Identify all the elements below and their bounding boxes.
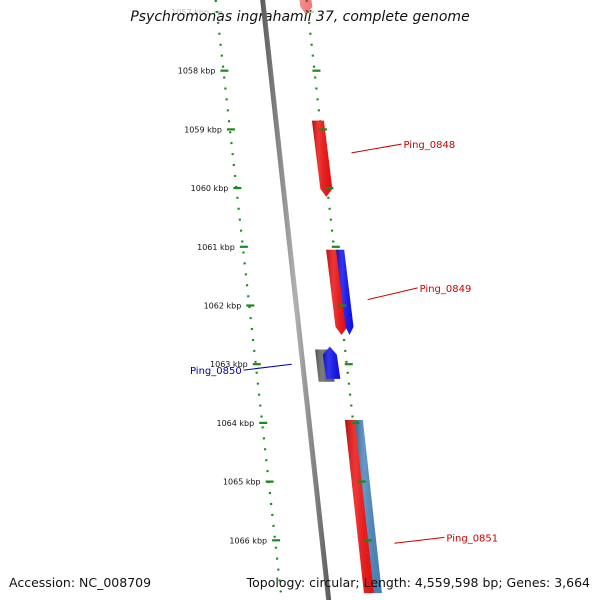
gene-label-ping0851[interactable]: Ping_0851	[394, 533, 498, 544]
gene-label-group: Ping_0848 Ping_0849 Ping_0850 Ping_0851	[190, 140, 498, 544]
ruler-tick-label: 1060 kbp	[191, 184, 229, 193]
gene-shading	[336, 249, 354, 335]
label-text: Ping_0851	[446, 533, 498, 544]
ruler-tick-label: 1057 kbp	[171, 8, 209, 17]
label-leader-line	[243, 363, 292, 371]
gene-shading	[344, 419, 376, 594]
gene-shading	[322, 346, 341, 379]
genome-title: Psychromonas ingrahamii 37, complete gen…	[130, 9, 470, 25]
gene-top-red[interactable]	[295, 0, 313, 15]
ruler-line-right	[305, 0, 374, 600]
label-text: Ping_0848	[403, 140, 455, 151]
ruler-tick-label: 1062 kbp	[204, 302, 242, 311]
gene-shading	[299, 0, 313, 15]
gene-steel-1064[interactable]	[354, 419, 382, 594]
ruler-tick-label: 1063 kbp	[210, 360, 248, 369]
ruler-tick-label: 1066 kbp	[229, 536, 267, 545]
label-text: Ping_0849	[420, 284, 472, 295]
ruler-tick-label: 1061 kbp	[197, 243, 235, 252]
gene-blue-1061[interactable]	[336, 249, 354, 335]
gene-shading	[311, 120, 333, 197]
genome-backbone	[260, 0, 332, 600]
gene-label-ping0850[interactable]: Ping_0850	[190, 363, 292, 377]
gene-ping0850[interactable]	[322, 346, 341, 379]
ruler-tick-label: 1058 kbp	[178, 67, 216, 76]
gene-red-1061[interactable]	[326, 249, 348, 335]
label-leader-line	[351, 143, 402, 154]
gene-label-ping0848[interactable]: Ping_0848	[351, 140, 455, 154]
topology-text: Topology: circular; Length: 4,559,598 bp…	[246, 575, 590, 590]
ruler-tick-label: 1064 kbp	[216, 419, 254, 428]
label-leader-line	[367, 287, 418, 301]
label-text: Ping_0850	[190, 366, 242, 377]
ruler-tick-labels: 1057 kbp 1058 kbp 1059 kbp 1060 kbp 1061 kbp…	[171, 8, 373, 545]
gene-shading	[326, 249, 348, 335]
backbone-line	[260, 0, 332, 600]
ruler-line-left	[214, 0, 283, 600]
ruler-tick-label: 1065 kbp	[223, 478, 261, 487]
label-leader-line	[394, 536, 445, 544]
ruler-tick-label: 1059 kbp	[184, 125, 222, 134]
gene-ping0848[interactable]	[311, 120, 333, 197]
gene-group	[295, 0, 382, 594]
gene-red-1064[interactable]	[344, 419, 376, 594]
ruler-group	[214, 0, 374, 600]
gene-shading	[354, 419, 382, 594]
gene-label-ping0849[interactable]: Ping_0849	[367, 284, 472, 301]
accession-text: Accession: NC_008709	[9, 575, 152, 590]
